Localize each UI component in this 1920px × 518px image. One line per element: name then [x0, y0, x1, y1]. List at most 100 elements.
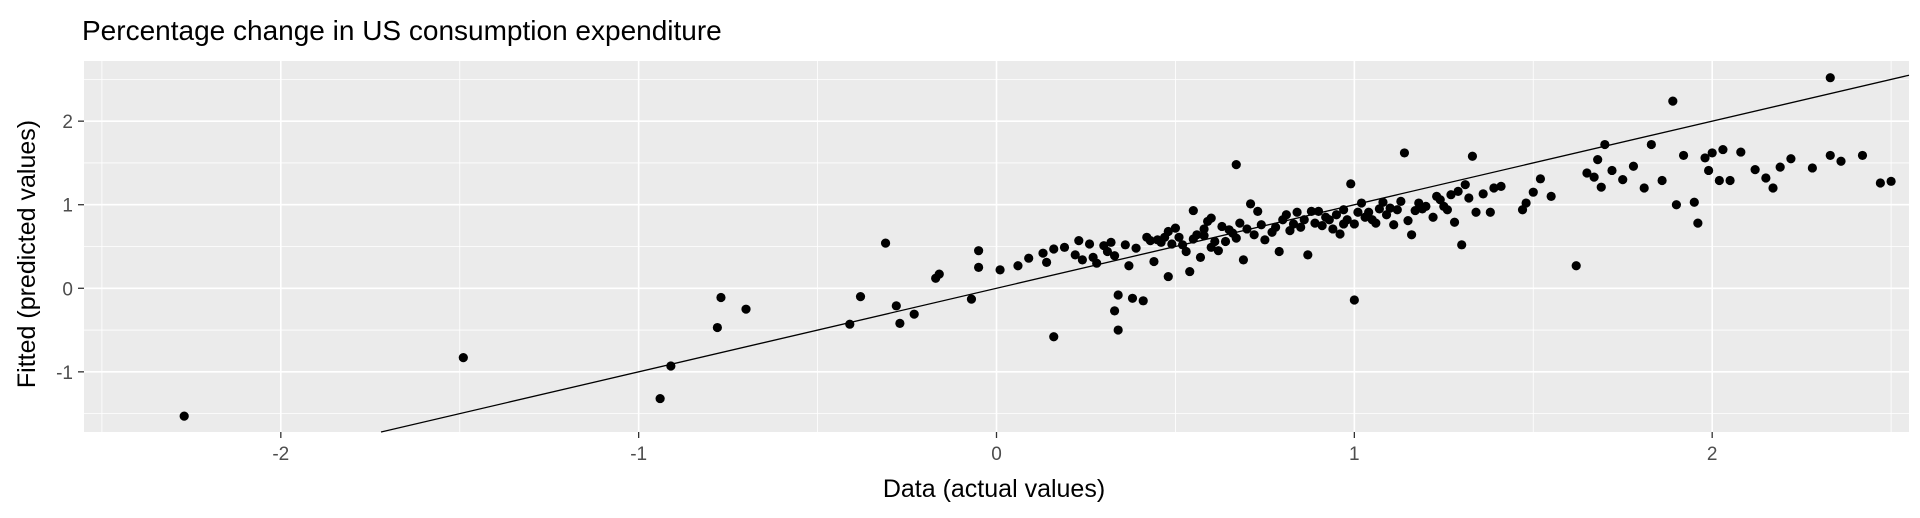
- data-point: [1074, 236, 1084, 246]
- data-point: [1725, 175, 1735, 186]
- data-point: [845, 319, 855, 329]
- data-point: [1199, 224, 1209, 234]
- data-point: [1170, 223, 1181, 233]
- data-point: [666, 361, 676, 371]
- data-point: [1689, 197, 1699, 207]
- data-point: [995, 265, 1005, 275]
- data-point: [1167, 239, 1177, 249]
- data-point: [1145, 236, 1155, 246]
- reference-line-group: [380, 74, 1910, 433]
- data-point: [1235, 218, 1245, 228]
- data-point: [1618, 175, 1628, 185]
- data-point: [1464, 193, 1474, 203]
- data-point: [1389, 220, 1399, 230]
- data-point: [1593, 154, 1603, 165]
- data-point: [1260, 235, 1270, 245]
- data-point: [1231, 160, 1241, 170]
- data-point: [1210, 236, 1220, 247]
- data-point: [1077, 255, 1087, 265]
- data-points: [179, 73, 1896, 421]
- data-point: [1460, 180, 1470, 190]
- data-point: [1138, 296, 1148, 306]
- data-point: [891, 301, 901, 311]
- data-point: [1317, 221, 1327, 231]
- data-point: [1256, 220, 1266, 230]
- data-point: [1346, 179, 1356, 189]
- data-point: [1364, 207, 1374, 217]
- data-point: [179, 411, 189, 421]
- x-axis-title: Data (actual values): [883, 475, 1105, 503]
- data-point: [1457, 240, 1467, 250]
- data-point: [1217, 221, 1227, 232]
- data-point: [1238, 255, 1249, 265]
- data-point: [1349, 295, 1359, 305]
- data-point: [1185, 266, 1195, 277]
- data-point: [1084, 239, 1095, 249]
- data-point: [1693, 218, 1703, 228]
- data-point: [1535, 174, 1546, 184]
- data-point: [880, 238, 891, 248]
- data-point: [1768, 183, 1778, 193]
- data-point: [1324, 215, 1334, 225]
- data-point: [1106, 237, 1116, 247]
- data-point: [1700, 153, 1710, 163]
- data-point: [1406, 230, 1417, 240]
- data-point: [1109, 251, 1120, 261]
- data-point: [1310, 218, 1320, 228]
- data-point: [1335, 229, 1345, 239]
- data-point: [1392, 205, 1402, 215]
- data-point: [1857, 150, 1868, 161]
- data-point: [1485, 207, 1495, 217]
- y-axis-ticks: -1 0 1 2: [56, 112, 84, 384]
- data-point: [1013, 261, 1023, 271]
- data-point: [1378, 197, 1388, 207]
- data-point: [1671, 200, 1682, 210]
- data-point: [1442, 205, 1452, 215]
- data-point: [1528, 187, 1538, 197]
- y-tick-label: 2: [62, 112, 73, 133]
- x-tick-label: 1: [1349, 444, 1360, 465]
- data-point: [1120, 240, 1130, 250]
- data-point: [1478, 189, 1488, 199]
- data-point: [1339, 205, 1349, 215]
- data-point: [1131, 243, 1141, 253]
- data-point: [1421, 201, 1431, 211]
- data-point: [1163, 271, 1173, 282]
- data-point: [1102, 246, 1113, 257]
- data-point: [1596, 182, 1606, 192]
- data-point: [1092, 258, 1102, 268]
- data-point: [1049, 244, 1059, 254]
- data-point: [1707, 148, 1717, 158]
- gridlines: [84, 61, 1909, 432]
- data-point: [741, 304, 751, 314]
- chart-title: Percentage change in US consumption expe…: [82, 15, 722, 46]
- data-point: [1353, 207, 1363, 217]
- data-point: [1750, 165, 1760, 175]
- data-point: [1449, 217, 1460, 227]
- data-point: [1306, 206, 1317, 217]
- data-point: [1775, 162, 1785, 172]
- data-point: [1024, 253, 1034, 263]
- data-point: [1646, 139, 1656, 150]
- data-point: [1249, 230, 1259, 240]
- data-point: [1299, 215, 1309, 225]
- data-point: [1188, 205, 1198, 216]
- data-point: [1825, 150, 1835, 161]
- data-point: [1113, 325, 1123, 335]
- data-point: [1192, 230, 1202, 240]
- data-point: [1546, 191, 1556, 201]
- data-point: [1113, 290, 1123, 300]
- data-point: [1038, 248, 1048, 258]
- data-point: [1349, 219, 1359, 229]
- data-point: [655, 393, 665, 404]
- data-point: [1292, 207, 1302, 217]
- data-point: [1471, 207, 1481, 217]
- data-point: [1396, 196, 1406, 206]
- data-point: [1149, 256, 1159, 267]
- data-point: [1253, 206, 1263, 217]
- data-point: [1163, 226, 1173, 237]
- data-point: [1639, 183, 1649, 193]
- data-point: [966, 294, 977, 304]
- data-point: [934, 269, 944, 279]
- x-tick-label: -1: [630, 444, 647, 465]
